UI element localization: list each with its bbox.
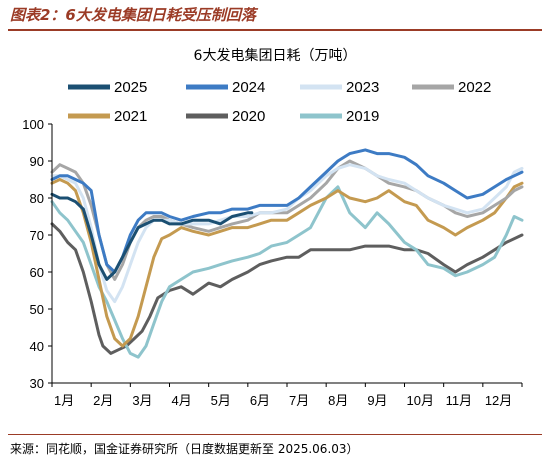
series-line-2021 [50, 178, 524, 348]
series-line-2025 [50, 192, 254, 281]
title-rule [8, 29, 542, 31]
legend-label-2020: 2020 [232, 108, 265, 125]
y-tick-label-80: 80 [30, 191, 44, 206]
series-line-2023 [50, 163, 524, 304]
figure-title: 图表2：6大发电集团日耗受压制回落 [10, 6, 256, 24]
legend-label-2025: 2025 [114, 79, 147, 96]
y-tick-label-30: 30 [30, 376, 44, 391]
series-line-2020 [50, 222, 524, 355]
y-tick-label-70: 70 [30, 228, 44, 243]
x-tick-label-10: 10月 [407, 393, 434, 408]
y-tick-label-40: 40 [30, 339, 44, 354]
y-tick-label-100: 100 [22, 117, 44, 132]
chart-title: 6大发电集团日耗（万吨） [194, 47, 357, 64]
legend-label-2022: 2022 [458, 79, 491, 96]
series-line-2019 [50, 185, 524, 359]
x-tick-label-11: 11月 [446, 393, 473, 408]
legend-label-2024: 2024 [232, 79, 265, 96]
x-tick-label-12: 12月 [485, 393, 512, 408]
x-tick-label-5: 5月 [211, 393, 231, 408]
x-tick-label-3: 3月 [132, 393, 152, 408]
x-tick-label-4: 4月 [172, 393, 192, 408]
x-tick-label-1: 1月 [54, 393, 74, 408]
legend-label-2023: 2023 [346, 79, 379, 96]
y-tick-label-90: 90 [30, 154, 44, 169]
y-tick-label-60: 60 [30, 265, 44, 280]
x-tick-label-9: 9月 [367, 393, 387, 408]
y-tick-label-50: 50 [30, 302, 44, 317]
x-tick-label-6: 6月 [250, 393, 270, 408]
series-line-2024 [50, 148, 524, 274]
bottom-rule [8, 434, 542, 435]
x-tick-label-7: 7月 [289, 393, 309, 408]
x-tick-label-8: 8月 [328, 393, 348, 408]
series-layer [50, 148, 524, 359]
source-note: 来源：同花顺，国金证券研究所（日度数据更新至 2025.06.03） [10, 442, 359, 456]
x-tick-label-2: 2月 [93, 393, 113, 408]
legend-label-2019: 2019 [346, 108, 379, 125]
line-chart: 6大发电集团日耗（万吨） 2025 2024 2023 2022 2021 2020 201… [22, 47, 524, 408]
legend-label-2021: 2021 [114, 108, 147, 125]
chart-legend: 2025 2024 2023 2022 2021 2020 2019 [68, 79, 491, 125]
chart-axes: 30 40 50 60 70 80 90 100 1月 2月 3月 4月 5月 6月 7月 8月 9月 10月 11… [22, 117, 523, 408]
